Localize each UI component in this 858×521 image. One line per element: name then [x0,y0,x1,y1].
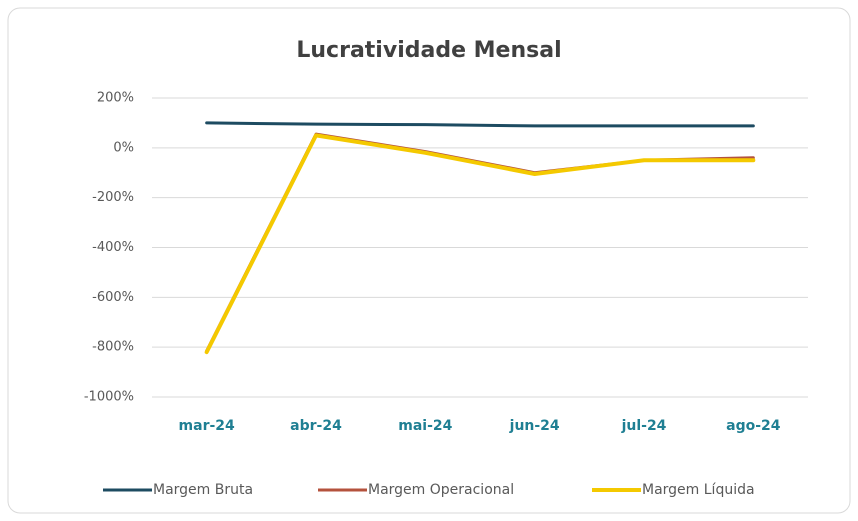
y-tick-label: 0% [113,140,134,155]
chart-title: Lucratividade Mensal [296,38,561,63]
series-line [205,121,755,128]
legend-label: Margem Operacional [368,482,514,498]
x-tick-label: abr-24 [290,418,342,434]
x-tick-label: jul-24 [621,418,667,434]
legend-label: Margem Bruta [153,482,253,498]
x-tick-label: mar-24 [179,418,235,434]
x-tick-label: mai-24 [398,418,452,434]
y-tick-label: -200% [92,190,134,205]
y-tick-label: -400% [92,240,134,255]
y-tick-label: -800% [92,340,134,355]
card [7,7,851,514]
y-tick-label: -600% [92,290,134,305]
y-tick-label: -1000% [84,390,134,405]
x-tick-label: jun-24 [509,418,560,434]
y-tick-label: 200% [97,91,134,106]
series-line [204,133,756,355]
legend-label: Margem Líquida [642,482,755,498]
x-tick-label: ago-24 [726,418,781,434]
